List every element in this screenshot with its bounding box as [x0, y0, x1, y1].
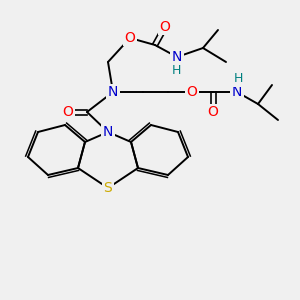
Text: N: N [103, 125, 113, 139]
Text: H: H [233, 73, 243, 85]
Text: O: O [187, 85, 197, 99]
Text: O: O [63, 105, 74, 119]
Text: S: S [103, 181, 112, 195]
Text: N: N [108, 85, 118, 99]
Text: O: O [160, 20, 170, 34]
Text: N: N [172, 50, 182, 64]
Text: O: O [208, 105, 218, 119]
Text: N: N [232, 85, 242, 99]
Text: H: H [171, 64, 181, 76]
Text: O: O [124, 31, 135, 45]
